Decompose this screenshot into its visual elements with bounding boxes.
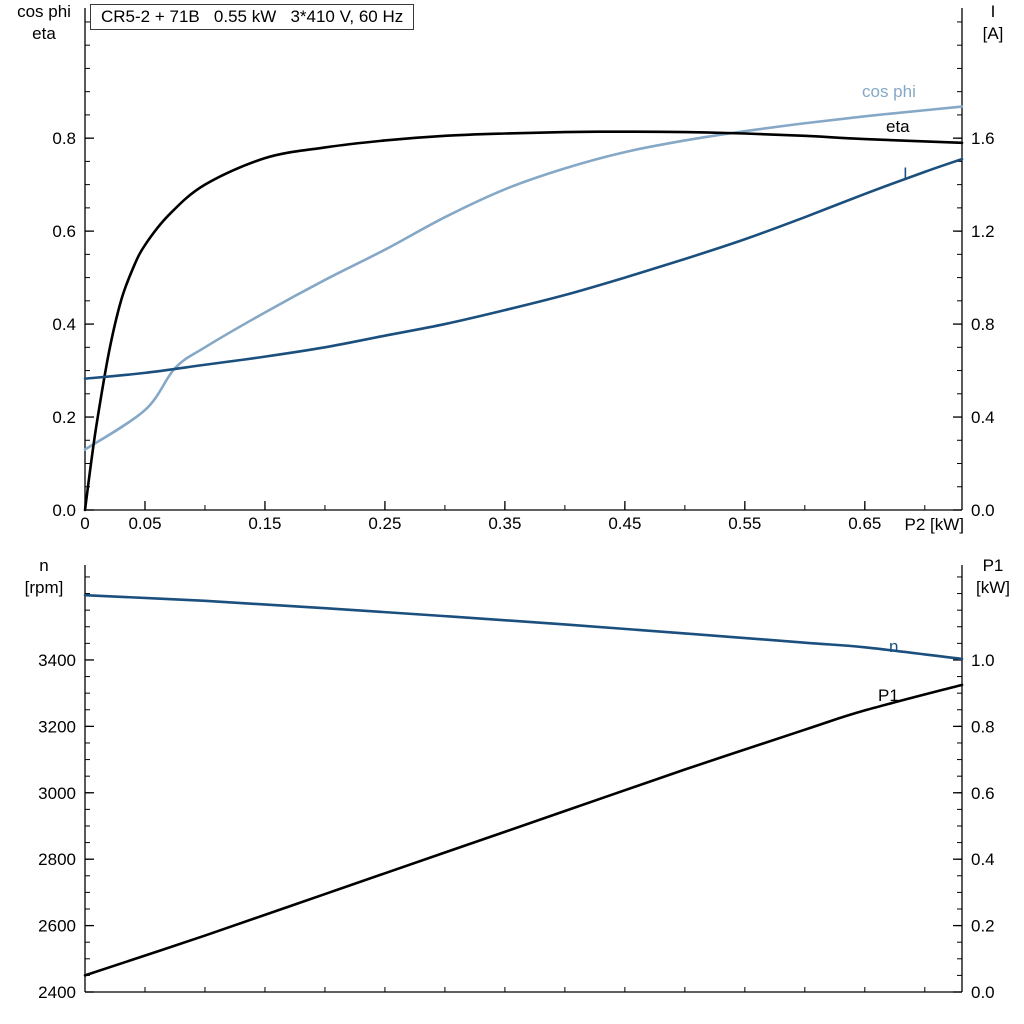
y-right-tick-label: 0.8 bbox=[971, 315, 995, 334]
y-right-tick-label: 0.8 bbox=[971, 717, 995, 736]
curve-label-input-power: P1 bbox=[878, 686, 899, 705]
bottom-left-axis-title-line1: n bbox=[39, 556, 49, 575]
y-right-tick-label: 0.4 bbox=[971, 850, 995, 869]
series-curve-eta bbox=[83, 130, 964, 512]
bottom-right-axis-title-line1: P1 bbox=[982, 556, 1004, 575]
top-left-axis-title-line1: cos phi bbox=[17, 2, 71, 21]
y-left-tick-label: 0.4 bbox=[52, 315, 76, 334]
y-right-tick-label: 0.4 bbox=[971, 408, 995, 427]
x-tick-label: 0.35 bbox=[488, 514, 521, 533]
x-tick-label: 0.65 bbox=[848, 514, 881, 533]
y-left-tick-label: 2400 bbox=[38, 983, 76, 1002]
y-left-tick-label: 3200 bbox=[38, 717, 76, 736]
x-tick-label: 0.25 bbox=[368, 514, 401, 533]
series-curve-cos-phi bbox=[83, 105, 964, 451]
chart-title: CR5-2 + 71B 0.55 kW 3*410 V, 60 Hz bbox=[90, 4, 415, 30]
x-tick-label: 0.05 bbox=[128, 514, 161, 533]
x-axis-title: P2 [kW] bbox=[904, 515, 964, 534]
y-left-tick-label: 2600 bbox=[38, 917, 76, 936]
x-tick-label: 0 bbox=[80, 514, 89, 533]
x-tick-label: 0.45 bbox=[608, 514, 641, 533]
y-left-tick-label: 0.2 bbox=[52, 408, 76, 427]
top-right-axis-title-line2: [A] bbox=[982, 24, 1004, 43]
curve-label-eta: eta bbox=[886, 117, 910, 136]
curve-label-speed: n bbox=[889, 637, 899, 656]
top-right-axis-title-line1: I bbox=[990, 2, 996, 21]
series-curve-n bbox=[83, 593, 964, 661]
bottom-right-axis-title-line2: [kW] bbox=[976, 578, 1010, 597]
top-left-axis-title-line2: eta bbox=[32, 24, 56, 43]
x-tick-label: 0.15 bbox=[248, 514, 281, 533]
x-tick-label: 0.55 bbox=[728, 514, 761, 533]
y-right-tick-label: 0.2 bbox=[971, 917, 995, 936]
curve-label-current: I bbox=[903, 164, 908, 183]
y-right-tick-label: 0.0 bbox=[971, 983, 995, 1002]
y-left-tick-label: 3000 bbox=[38, 784, 76, 803]
curve-label-cos-phi: cos phi bbox=[862, 82, 916, 101]
y-right-tick-label: 1.2 bbox=[971, 222, 995, 241]
y-left-tick-label: 2800 bbox=[38, 850, 76, 869]
bottom-left-axis-title-line2: [rpm] bbox=[24, 578, 64, 597]
y-right-tick-label: 1.0 bbox=[971, 651, 995, 670]
y-right-tick-label: 0.6 bbox=[971, 784, 995, 803]
series-curve-i bbox=[83, 157, 964, 380]
y-left-tick-label: 0.6 bbox=[52, 222, 76, 241]
series-curve-p1 bbox=[83, 683, 964, 977]
y-left-tick-label: 0.8 bbox=[52, 129, 76, 148]
y-left-tick-label: 3400 bbox=[38, 651, 76, 670]
y-right-tick-label: 1.6 bbox=[971, 129, 995, 148]
y-left-tick-label: 0.0 bbox=[52, 501, 76, 520]
y-right-tick-label: 0.0 bbox=[971, 501, 995, 520]
